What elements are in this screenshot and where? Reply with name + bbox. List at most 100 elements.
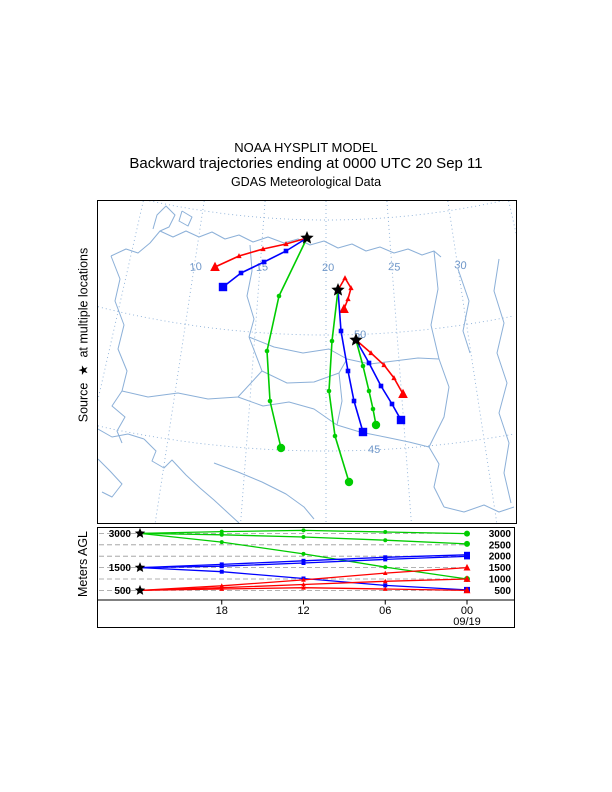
trajectory-marker	[238, 270, 244, 276]
country-border-line	[457, 268, 471, 354]
source-2-star-icon	[331, 283, 345, 296]
trajectory-marker	[396, 415, 406, 425]
trajectory-marker	[391, 375, 397, 381]
country-border-line	[143, 438, 240, 523]
country-border-line	[430, 250, 440, 360]
altitude-marker	[301, 582, 306, 587]
graticule-meridian	[154, 201, 205, 523]
altitude-marker	[382, 570, 388, 575]
country-border-line	[213, 462, 315, 520]
trajectory-marker	[342, 275, 348, 281]
altitude-marker	[463, 575, 471, 582]
time-tick-label: 00	[461, 605, 473, 617]
altitude-marker	[219, 540, 224, 545]
trajectory-marker	[210, 261, 220, 271]
altitude-marker	[301, 528, 306, 533]
trajectory-marker	[370, 406, 376, 412]
altitude-marker	[383, 555, 388, 560]
trajectory-marker	[381, 362, 387, 368]
date-label: 09/19	[453, 616, 481, 628]
time-tick-label: 06	[379, 605, 391, 617]
altitude-marker	[464, 553, 470, 560]
country-border-line	[98, 428, 145, 440]
time-tick-label: 18	[216, 605, 228, 617]
altitude-marker	[383, 530, 388, 534]
graticule-label: 25	[388, 261, 401, 274]
trajectory-path-source3-3000m	[355, 339, 377, 426]
graticule-label: 30	[454, 259, 467, 272]
trajectory-path-source2-3000m	[328, 289, 350, 483]
trajectory-marker	[345, 296, 351, 302]
start-star-icon	[134, 584, 146, 595]
country-border-line	[178, 210, 193, 227]
altitude-marker	[383, 538, 388, 543]
plot-title: Backward trajectories ending at 0000 UTC…	[129, 155, 483, 172]
met-data-subtitle: GDAS Meteorological Data	[230, 175, 382, 189]
graticule-parallel	[148, 201, 504, 221]
trajectory-marker	[351, 398, 357, 404]
trajectory-marker	[398, 388, 408, 398]
altitude-marker	[219, 564, 224, 569]
country-border-line	[152, 205, 176, 232]
altitude-marker	[464, 530, 470, 537]
trajectory-marker	[338, 328, 344, 334]
graticule-meridian	[98, 201, 144, 402]
trajectory-marker	[358, 427, 368, 437]
trajectory-marker	[339, 303, 349, 313]
graticule-label: 45	[368, 444, 380, 456]
trajectory-marker	[326, 388, 332, 394]
altitude-marker	[219, 569, 224, 574]
country-border-line	[111, 390, 126, 444]
trajectory-path-source1-3000m	[266, 237, 308, 449]
panel-frame	[97, 527, 515, 628]
altitude-marker	[301, 535, 306, 539]
country-border-line	[336, 372, 343, 426]
country-border-line	[493, 258, 512, 504]
altitude-marker	[301, 585, 306, 590]
start-star-icon	[134, 562, 146, 573]
altitude-profile-panel: 18 12 06 0009/19300015005003000250020001500…	[97, 527, 515, 628]
altitude-marker	[382, 578, 388, 584]
start-star-icon	[134, 527, 146, 538]
start-height-label: 500	[114, 586, 131, 597]
trajectory-marker	[236, 253, 242, 259]
trajectory-marker	[366, 360, 372, 366]
trajectory-marker	[329, 338, 335, 344]
trajectory-marker	[344, 477, 354, 487]
meters-agl-axis-label: Meters AGL	[76, 531, 90, 597]
start-height-label: 3000	[109, 529, 132, 540]
altitude-marker	[219, 532, 224, 537]
altitude-marker	[383, 565, 388, 570]
trajectory-marker	[366, 388, 372, 394]
trajectory-marker	[218, 282, 228, 292]
trajectory-marker	[283, 248, 289, 254]
right-axis-label: 1000	[489, 575, 512, 586]
altitude-marker	[383, 557, 388, 562]
altitude-marker	[301, 577, 306, 582]
trajectory-marker	[276, 293, 282, 299]
country-border-line	[336, 424, 430, 448]
country-border-line	[237, 396, 338, 426]
graticule-label: 10	[189, 261, 202, 274]
graticule-parallel	[98, 306, 515, 336]
altitude-marker	[301, 561, 306, 565]
trajectory-marker	[332, 433, 338, 439]
trajectory-marker	[378, 383, 384, 389]
graticule-meridian	[447, 201, 498, 523]
altitude-marker	[463, 586, 471, 594]
model-title: NOAA HYSPLIT MODEL	[234, 140, 378, 155]
start-height-label: 1500	[109, 563, 132, 574]
trajectory-marker	[371, 420, 381, 430]
source-axis-label: Source ★ at multiple locations	[76, 247, 91, 423]
right-axis-label: 1500	[489, 563, 512, 574]
country-border-line	[246, 244, 255, 338]
country-border-line	[428, 446, 445, 508]
trajectory-marker	[276, 443, 286, 453]
trajectory-marker	[368, 350, 374, 356]
altitude-marker	[382, 586, 388, 591]
country-border-line	[110, 230, 442, 258]
altitude-marker	[383, 583, 388, 588]
source-3-star-icon	[349, 333, 363, 346]
trajectory-marker	[360, 363, 366, 369]
